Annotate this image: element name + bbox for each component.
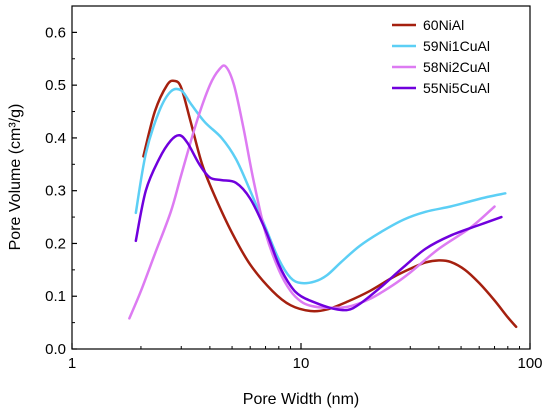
legend-label: 60NiAl: [423, 17, 464, 33]
y-axis-ticks: 0.0 0.1 0.2 0.3 0.4 0.5 0.6: [45, 5, 77, 358]
y-tick-label: 0.1: [45, 288, 66, 305]
x-tick-label: 1: [68, 355, 76, 372]
x-axis-title: Pore Width (nm): [243, 391, 359, 408]
series-line-55ni5cual: [134, 133, 503, 312]
legend-label: 59Ni1CuAl: [423, 38, 490, 54]
legend-label: 55Ni5CuAl: [423, 80, 490, 96]
y-tick-label: 0.4: [45, 130, 66, 147]
series-lines: [128, 64, 518, 329]
y-axis-title: Pore Volume (cm³/g): [7, 104, 24, 251]
x-tick-label: 100: [517, 355, 542, 372]
x-tick-label: 10: [293, 355, 310, 372]
series-line-58ni2cual: [128, 64, 496, 320]
legend: 60NiAl 59Ni1CuAl 58Ni2CuAl 55Ni5CuAl: [392, 17, 490, 96]
y-tick-label: 0.3: [45, 183, 66, 200]
x-axis-ticks: 1 10 100: [68, 343, 543, 372]
y-tick-label: 0.2: [45, 235, 66, 252]
y-tick-label: 0.5: [45, 77, 66, 94]
y-tick-label: 0.0: [45, 341, 66, 358]
legend-label: 58Ni2CuAl: [423, 59, 490, 75]
y-tick-label: 0.6: [45, 24, 66, 41]
series-line-59ni1cual: [134, 87, 507, 285]
